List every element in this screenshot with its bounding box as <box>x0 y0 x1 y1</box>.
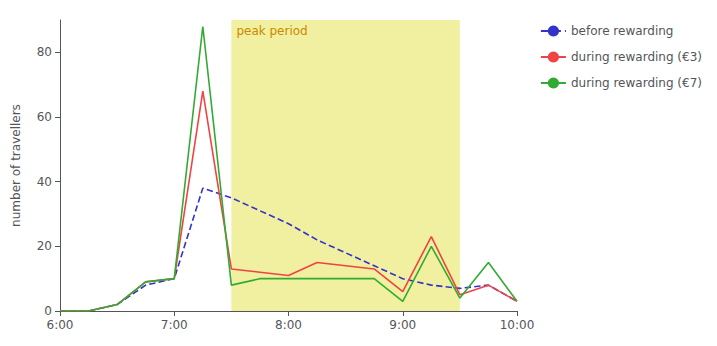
svg-text:during rewarding (€3): during rewarding (€3) <box>571 50 702 64</box>
svg-text:20: 20 <box>37 239 52 253</box>
svg-text:7:00: 7:00 <box>161 318 188 332</box>
svg-text:6:00: 6:00 <box>47 318 74 332</box>
svg-text:during rewarding (€7): during rewarding (€7) <box>571 76 702 90</box>
svg-text:before rewarding: before rewarding <box>571 24 674 38</box>
svg-text:60: 60 <box>37 110 52 124</box>
svg-text:number of travellers: number of travellers <box>9 104 23 227</box>
svg-text:80: 80 <box>37 45 52 59</box>
svg-text:10:00: 10:00 <box>500 318 535 332</box>
svg-text:0: 0 <box>44 304 52 318</box>
svg-text:8:00: 8:00 <box>275 318 302 332</box>
svg-text:40: 40 <box>37 175 52 189</box>
svg-text:9:00: 9:00 <box>389 318 416 332</box>
svg-text:peak period: peak period <box>236 24 307 38</box>
